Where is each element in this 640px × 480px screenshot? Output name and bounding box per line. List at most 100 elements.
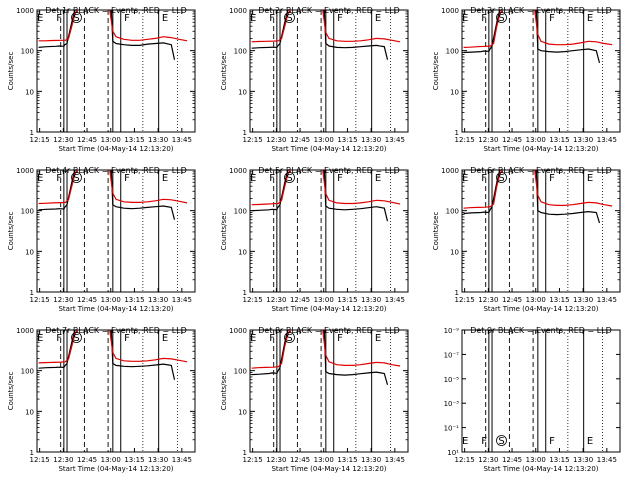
x-tick-label: 13:30 <box>148 296 168 304</box>
y-tick-label: 1000 <box>229 7 247 15</box>
x-tick-label: 13:30 <box>573 136 593 144</box>
lld-series-line <box>322 329 401 367</box>
region-marker-f: F <box>124 173 130 184</box>
y-tick-label: 10 <box>25 408 34 416</box>
x-tick-label: 12:45 <box>290 296 310 304</box>
y-tick-label: 100 <box>446 208 459 216</box>
x-tick-label: 13:45 <box>385 136 405 144</box>
x-axis-label: Start Time (04-May-14 12:13:20) <box>271 305 386 313</box>
events-series-line <box>463 9 503 54</box>
region-marker-f: F <box>337 13 343 24</box>
x-tick-label: 13:00 <box>526 456 546 464</box>
x-tick-label: 12:15 <box>455 296 475 304</box>
region-marker-e: E <box>462 13 468 24</box>
region-marker-circle <box>496 172 507 183</box>
x-tick-label: 12:30 <box>53 456 73 464</box>
events-series-line <box>38 9 78 48</box>
y-axis-label: Counts/sec <box>7 372 15 411</box>
x-tick-label: 12:15 <box>30 456 50 464</box>
region-marker-e: E <box>37 13 43 24</box>
x-tick-label: 13:15 <box>337 296 357 304</box>
y-tick-label: 1 <box>30 129 34 137</box>
panel-title: Det 5r BLACK = Events, RED = LLD <box>258 166 400 175</box>
events-series-line <box>323 329 389 385</box>
region-marker-f: F <box>56 173 62 184</box>
x-tick-label: 13:30 <box>148 456 168 464</box>
region-marker-s: S <box>286 333 292 344</box>
detector-panel-5: Det 5r BLACK = Events, RED = LLD 1 10 100 10… <box>220 166 409 313</box>
x-tick-label: 13:00 <box>314 136 334 144</box>
events-series-line <box>463 169 503 215</box>
lld-series-line <box>322 169 401 205</box>
panel-title: Det 6r BLACK = Events, RED = LLD <box>470 166 612 175</box>
region-marker-circle <box>71 172 82 183</box>
x-tick-label: 13:00 <box>526 136 546 144</box>
region-marker-circle <box>284 12 295 23</box>
x-tick-label: 13:15 <box>337 136 357 144</box>
region-marker-e: E <box>37 173 43 184</box>
y-tick-label: 100 <box>234 208 247 216</box>
y-tick-label: 100 <box>21 368 34 376</box>
region-marker-e: E <box>250 173 256 184</box>
detector-panel-6: Det 6r BLACK = Events, RED = LLD 1 10 100 10… <box>432 166 621 313</box>
x-tick-label: 13:15 <box>124 456 144 464</box>
lld-series-line <box>251 169 291 206</box>
plot-frame <box>461 169 621 293</box>
region-marker-f: F <box>56 333 62 344</box>
lld-series-line <box>109 169 188 204</box>
y-tick-label: 1 <box>30 449 34 457</box>
region-marker-f: F <box>269 333 275 344</box>
region-marker-e: E <box>162 173 168 184</box>
region-marker-circle <box>71 332 82 343</box>
detector-panel-2: Det 2r BLACK = Events, RED = LLD 1 10 100 10… <box>220 6 409 153</box>
x-tick-label: 13:30 <box>573 296 593 304</box>
x-axis-label: Start Time (04-May-14 12:13:20) <box>58 465 173 473</box>
region-marker-f: F <box>124 13 130 24</box>
events-series-line <box>251 169 291 212</box>
lld-series-line <box>463 169 503 209</box>
y-tick-label: 1000 <box>229 167 247 175</box>
x-axis-label: Start Time (04-May-14 12:13:20) <box>483 145 598 153</box>
region-marker-s: S <box>498 436 504 447</box>
x-tick-label: 12:30 <box>478 456 498 464</box>
region-marker-e: E <box>250 13 256 24</box>
region-marker-s: S <box>73 13 79 24</box>
events-series-line <box>38 169 78 211</box>
x-tick-label: 13:00 <box>526 296 546 304</box>
x-tick-label: 12:45 <box>77 296 97 304</box>
x-tick-label: 12:45 <box>77 456 97 464</box>
y-tick-label: 10 <box>25 88 34 96</box>
x-tick-label: 12:15 <box>243 136 263 144</box>
region-marker-f: F <box>549 436 555 447</box>
detector-panel-9: Det 9r BLACK = Events, RED = LLD 10¹ 10⁻¹ 1… <box>444 326 621 473</box>
region-marker-circle <box>284 172 295 183</box>
events-series-line <box>323 169 389 222</box>
region-marker-f: F <box>124 333 130 344</box>
x-tick-label: 13:00 <box>314 296 334 304</box>
events-series-line <box>535 9 601 64</box>
x-tick-label: 12:45 <box>502 296 522 304</box>
y-tick-label: 1000 <box>16 167 34 175</box>
y-axis-label: Counts/sec <box>7 212 15 251</box>
region-marker-circle <box>71 12 82 23</box>
panel-title: Det 9r BLACK = Events, RED = LLD <box>470 326 612 335</box>
region-marker-e: E <box>162 333 168 344</box>
region-marker-f: F <box>269 13 275 24</box>
plot-frame <box>36 169 196 293</box>
plot-frame <box>461 329 621 453</box>
y-axis-label: Counts/sec <box>220 372 228 411</box>
y-tick-label: 100 <box>21 208 34 216</box>
events-series-line <box>251 9 291 49</box>
region-marker-s: S <box>286 173 292 184</box>
region-marker-circle <box>496 12 507 23</box>
panel-title: Det 2r BLACK = Events, RED = LLD <box>258 6 400 15</box>
panel-title: Det 3r BLACK = Events, RED = LLD <box>470 6 612 15</box>
y-axis-label: Counts/sec <box>220 212 228 251</box>
x-tick-label: 12:30 <box>266 136 286 144</box>
region-marker-e: E <box>587 13 593 24</box>
y-tick-label: 1 <box>243 129 247 137</box>
x-tick-label: 12:45 <box>290 456 310 464</box>
plot-frame <box>249 9 409 133</box>
x-tick-label: 12:30 <box>53 136 73 144</box>
x-axis-label: Start Time (04-May-14 12:13:20) <box>483 305 598 313</box>
